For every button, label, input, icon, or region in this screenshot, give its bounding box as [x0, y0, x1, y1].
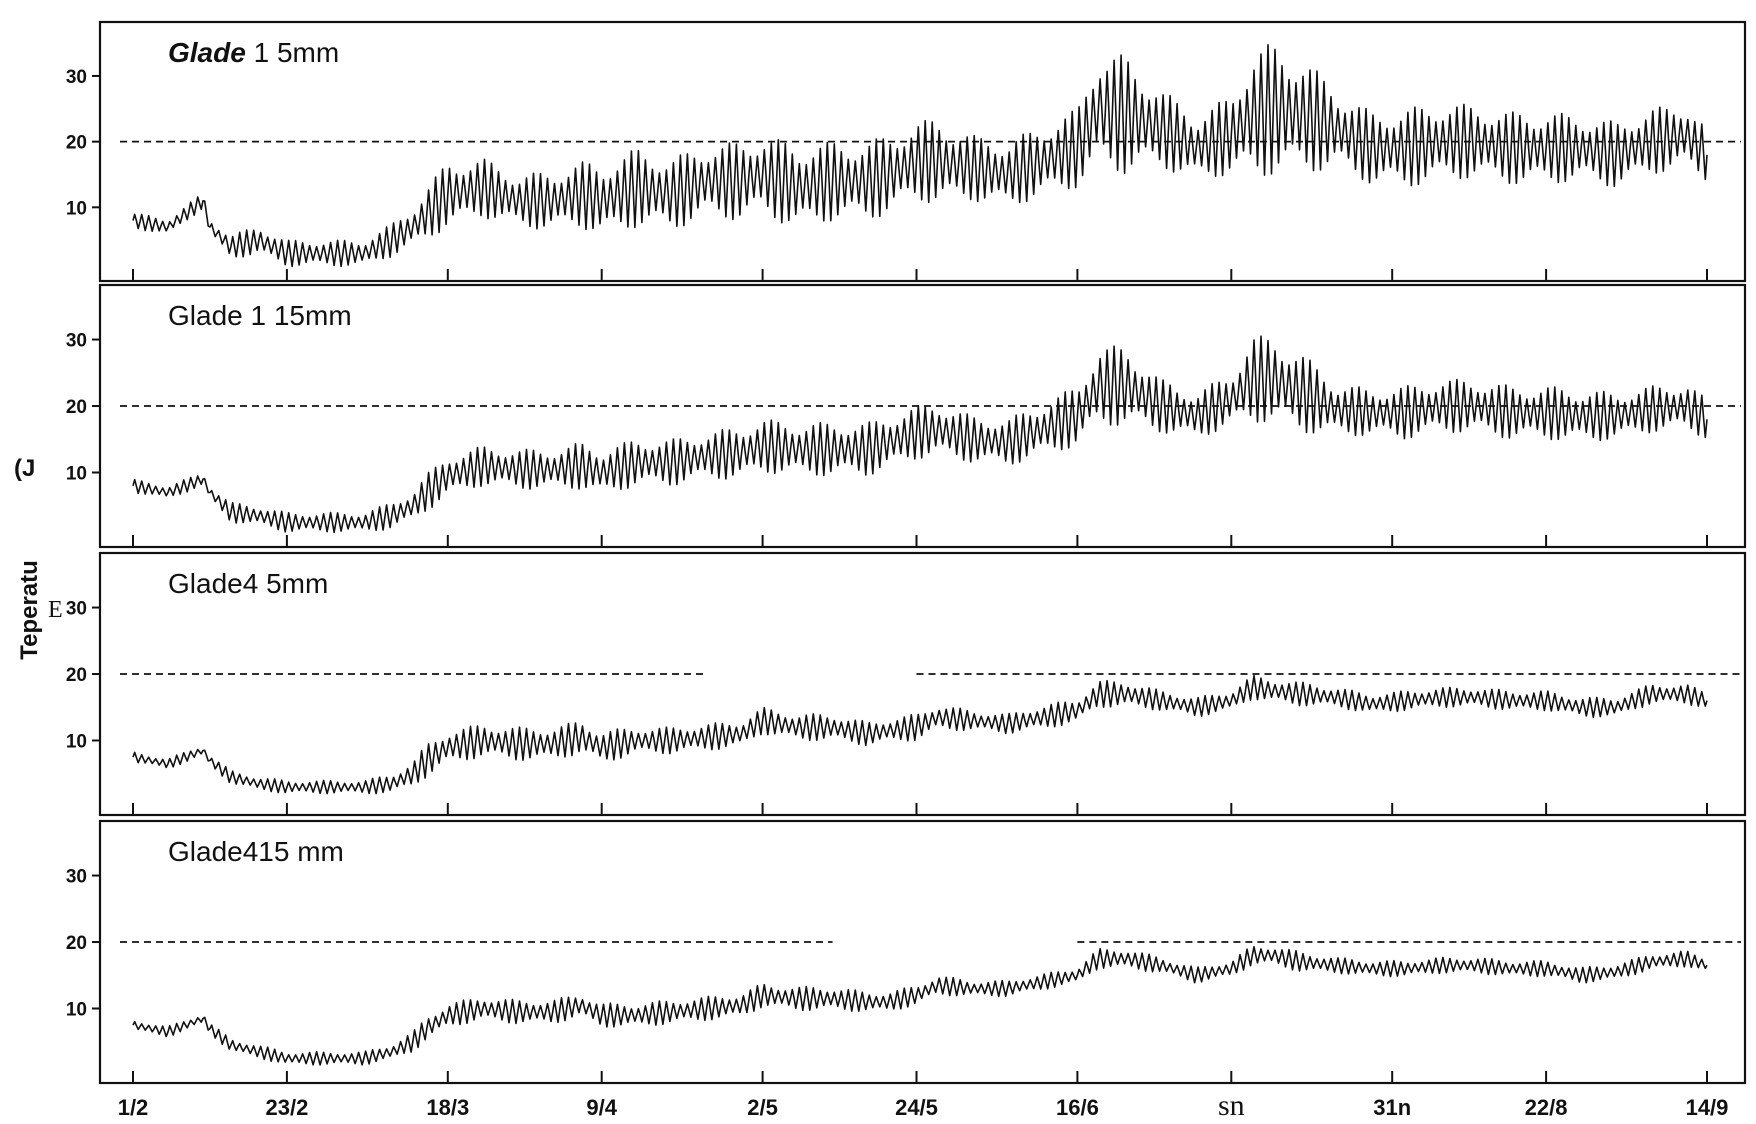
- y-tick-label: 10: [66, 464, 87, 485]
- panel-title-italic: Glade: [168, 37, 254, 68]
- y-tick-label: 10: [66, 198, 87, 219]
- x-tick-label: 18/3: [426, 1095, 469, 1120]
- panel-1: Glade 1 5mm 10 20 30: [66, 20, 1747, 283]
- x-tick-label: 14/9: [1686, 1095, 1729, 1120]
- x-tick-label: 1/2: [118, 1095, 149, 1120]
- x-tick-label: 31n: [1373, 1095, 1411, 1120]
- y-axis-label: Teperatu: [16, 560, 43, 660]
- temperature-series: [132, 945, 1708, 1066]
- panel-title: Glade 1 5mm: [168, 37, 339, 68]
- x-axis: 1/2 23/2 18/3 9/4 2/5 24/5 16/6 sn 31n 22/8 14/9: [118, 1089, 1729, 1122]
- x-tick-label: 24/5: [895, 1095, 938, 1120]
- y-tick-label: 20: [66, 397, 87, 418]
- panel-title-rest: 1 5mm: [254, 37, 340, 68]
- y-axis-label-fragment: (J: [14, 455, 35, 482]
- x-tick-label: 16/6: [1056, 1095, 1099, 1120]
- y-tick-label: 30: [66, 67, 87, 88]
- panel-title: Glade 1 15mm: [168, 300, 352, 331]
- temperature-series: [132, 43, 1708, 268]
- x-tick-label: 9/4: [586, 1095, 617, 1120]
- y-axis-label-fragment: E: [48, 597, 63, 623]
- panel-frame: [98, 20, 1747, 283]
- panel-frame: [98, 819, 1747, 1085]
- panel-2: Glade 1 15mm 10 20 30: [66, 283, 1747, 549]
- y-tick-label: 10: [66, 732, 87, 753]
- panel-frame: [98, 551, 1747, 817]
- temperature-series: [132, 335, 1708, 534]
- temperature-series: [132, 674, 1708, 795]
- y-tick-label: 20: [66, 933, 87, 954]
- y-tick-label: 30: [66, 867, 87, 888]
- x-tick-label: sn: [1218, 1089, 1245, 1122]
- x-tick-label: 23/2: [265, 1095, 308, 1120]
- panel-title-rest: Glade 1 15mm: [168, 300, 352, 331]
- x-tick-label: 2/5: [747, 1095, 778, 1120]
- x-tick-label: 22/8: [1525, 1095, 1568, 1120]
- y-tick-label: 20: [66, 665, 87, 686]
- y-tick-label: 30: [66, 331, 87, 352]
- panel-title: Glade415 mm: [168, 836, 344, 867]
- panel-title: Glade4 5mm: [168, 568, 328, 599]
- panel-title-rest: Glade4 5mm: [168, 568, 328, 599]
- y-tick-label: 20: [66, 133, 87, 154]
- panel-frame: [98, 283, 1747, 549]
- y-tick-label: 10: [66, 1000, 87, 1021]
- panel-title-rest: Glade415 mm: [168, 836, 344, 867]
- panel-3: Glade4 5mm 10 20 30: [66, 551, 1747, 817]
- panel-4: Glade415 mm 10 20 30: [66, 819, 1747, 1085]
- y-tick-label: 30: [66, 599, 87, 620]
